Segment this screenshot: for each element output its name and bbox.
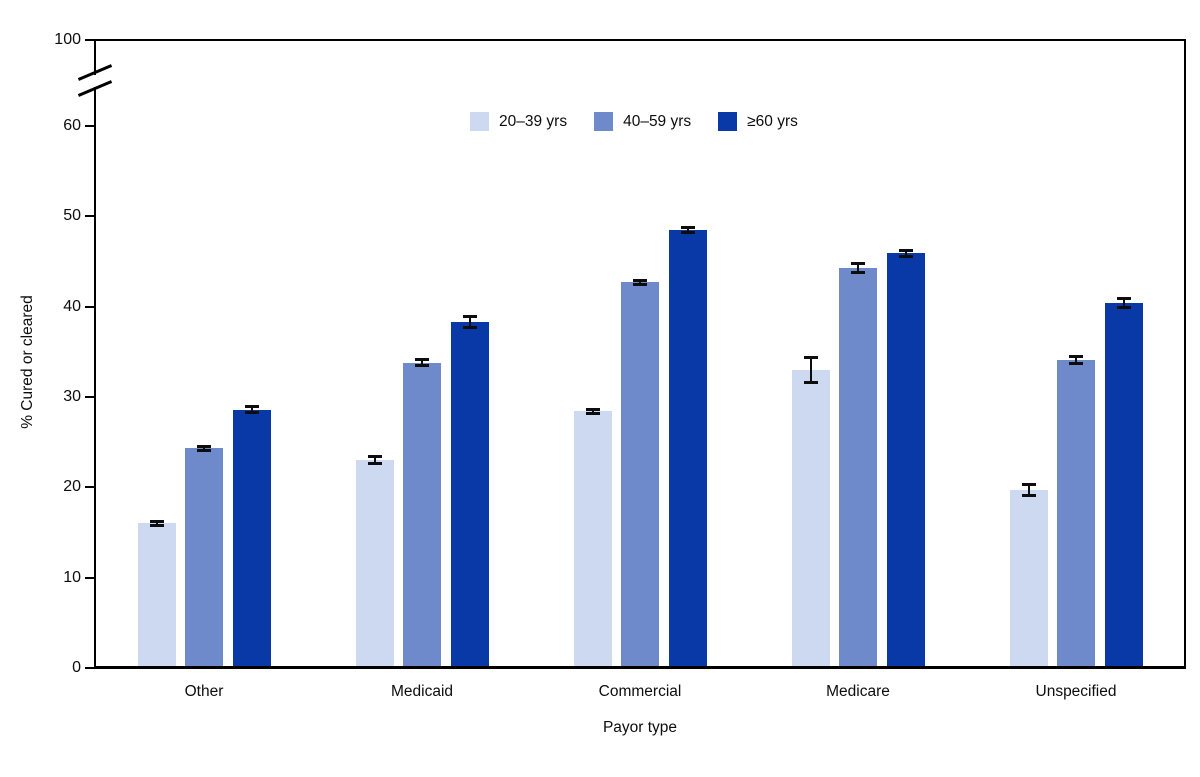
y-tick-label: 0 <box>72 659 81 676</box>
error-bar-line <box>904 250 907 257</box>
y-axis-break-mask <box>92 75 100 87</box>
bar <box>1104 303 1143 666</box>
error-bar-cap <box>1116 306 1131 310</box>
legend-item: 40–59 yrs <box>594 112 691 131</box>
error-bar-cap <box>851 261 865 265</box>
error-bar-cap <box>851 270 865 274</box>
legend-label: 20–39 yrs <box>499 112 568 130</box>
bar <box>232 409 271 666</box>
bar <box>621 282 659 666</box>
bar <box>1009 490 1048 666</box>
y-tick <box>85 39 94 41</box>
y-tick-label: 30 <box>63 388 81 405</box>
error-bar-cap <box>415 358 429 362</box>
y-tick <box>85 486 94 489</box>
error-bar-cap <box>415 363 429 367</box>
error-bar-cap <box>197 444 211 448</box>
error-bar-cap <box>633 283 647 287</box>
bar <box>137 523 176 666</box>
bar <box>355 460 394 666</box>
legend-item: 20–39 yrs <box>470 112 567 131</box>
legend-label: ≥60 yrs <box>747 112 798 130</box>
error-bar-line <box>250 406 253 413</box>
bar <box>791 369 830 666</box>
x-axis-title: Payor type <box>602 719 678 736</box>
x-category-label: Unspecified <box>1035 683 1117 700</box>
legend-label: 40–59 yrs <box>623 112 692 130</box>
error-bar-line <box>591 409 594 414</box>
error-bar-line <box>686 227 689 233</box>
error-bar-cap <box>898 248 913 252</box>
y-axis-title: % Cured or cleared <box>19 295 36 429</box>
y-tick-label: 100 <box>54 31 81 48</box>
y-tick <box>85 305 94 308</box>
legend: 20–39 yrs 40–59 yrs ≥60 yrs <box>470 112 798 131</box>
bar <box>573 411 612 666</box>
bar <box>403 362 441 666</box>
y-tick <box>85 396 94 398</box>
y-tick <box>85 125 94 128</box>
error-bar-cap <box>367 455 382 459</box>
error-bar-cap <box>1021 483 1036 487</box>
y-tick-label: 10 <box>63 568 81 586</box>
x-category-label: Commercial <box>598 683 682 700</box>
error-bar-line <box>203 446 205 451</box>
error-bar-line <box>1122 298 1125 308</box>
bar <box>886 253 925 666</box>
error-bar-line <box>809 357 812 383</box>
error-bar-cap <box>462 315 477 319</box>
error-bar-cap <box>197 449 211 453</box>
error-bar-cap <box>367 462 382 466</box>
error-bar-cap <box>1069 355 1083 359</box>
error-bar-cap <box>680 225 695 229</box>
error-bar-cap <box>633 278 647 282</box>
error-bar-cap <box>1069 361 1083 365</box>
error-bar-cap <box>149 523 164 527</box>
error-bar-cap <box>585 411 600 415</box>
error-bar-line <box>639 280 641 285</box>
x-category-label: Medicaid <box>390 683 454 700</box>
error-bar-cap <box>244 405 259 409</box>
error-bar-cap <box>149 520 164 524</box>
x-category-label: Other <box>184 683 224 700</box>
error-bar-cap <box>1116 297 1131 301</box>
error-bar-line <box>155 521 158 526</box>
legend-swatch-icon <box>594 112 614 131</box>
bar <box>450 322 489 666</box>
error-bar-cap <box>585 408 600 412</box>
error-bar-line <box>857 263 859 273</box>
error-bar-line <box>468 316 471 328</box>
x-category-label: Medicare <box>826 683 890 700</box>
error-bar-line <box>1027 484 1030 496</box>
error-bar-cap <box>803 381 818 385</box>
y-tick-label: 20 <box>63 478 81 496</box>
bar <box>839 267 877 666</box>
bar <box>185 448 223 666</box>
legend-swatch-icon <box>470 112 489 131</box>
y-tick-label: 60 <box>63 117 81 135</box>
error-bar-line <box>421 359 423 366</box>
error-bar-cap <box>680 231 695 235</box>
legend-item: ≥60 yrs <box>718 112 798 131</box>
bar <box>1057 359 1095 666</box>
error-bar-line <box>373 456 376 464</box>
legend-swatch-icon <box>718 112 738 131</box>
y-tick <box>85 576 94 579</box>
error-bar-cap <box>803 355 818 359</box>
error-bar-line <box>1075 356 1077 364</box>
error-bar-cap <box>1021 493 1036 497</box>
error-bar-cap <box>898 255 913 259</box>
error-bar-cap <box>462 325 477 329</box>
bar <box>668 229 707 666</box>
y-tick <box>85 215 94 218</box>
y-tick-label: 50 <box>63 207 81 225</box>
y-tick-label: 40 <box>63 297 81 315</box>
y-tick <box>85 667 94 669</box>
error-bar-cap <box>244 410 259 414</box>
